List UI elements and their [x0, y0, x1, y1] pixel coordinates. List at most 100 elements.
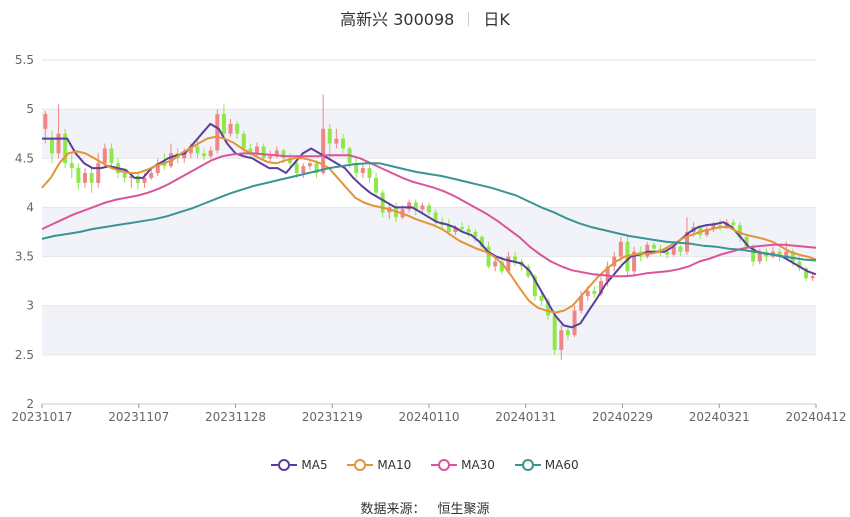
candle-body: [605, 266, 610, 282]
legend-item-ma30[interactable]: MA30: [431, 458, 495, 472]
candle-down: [248, 143, 253, 159]
candle-body: [76, 168, 81, 183]
candle-body: [433, 212, 438, 223]
candle-body: [546, 300, 551, 316]
candle-down: [804, 266, 809, 282]
candle-body: [122, 173, 127, 178]
candle-down: [49, 130, 54, 164]
candle-up: [155, 158, 160, 176]
legend: MA5 MA10 MA30 MA60: [0, 458, 850, 472]
legend-item-ma60[interactable]: MA60: [514, 458, 579, 472]
candle-up: [645, 241, 650, 259]
candle-body: [413, 202, 418, 210]
candle-body: [532, 276, 537, 296]
y-tick-label: 3.5: [15, 250, 34, 264]
candle-body: [202, 153, 207, 157]
candle-body: [182, 153, 187, 159]
candle-body: [804, 268, 809, 279]
candle-body: [162, 163, 167, 167]
y-tick-label: 5: [26, 102, 34, 116]
candle-body: [559, 330, 564, 350]
y-tick-label: 4.5: [15, 151, 34, 165]
candle-body: [704, 229, 709, 235]
series-line-ma60: [41, 162, 817, 262]
candle-body: [790, 251, 795, 262]
candle-body: [420, 205, 425, 210]
candle-up: [612, 251, 617, 272]
x-tick-label: 20240229: [592, 410, 653, 424]
candle-up: [208, 146, 213, 159]
series-line-ma30: [41, 152, 817, 278]
source-provider: 恒生聚源: [437, 502, 490, 517]
candle-body: [83, 173, 87, 183]
candle-down: [565, 325, 570, 341]
candle-down: [327, 123, 332, 159]
candle-down: [678, 244, 683, 257]
candle-body: [446, 225, 451, 232]
candle-body: [552, 315, 557, 350]
candle-down: [235, 120, 240, 139]
candle-body: [678, 246, 683, 252]
candle-body: [367, 168, 372, 178]
candle-down: [63, 128, 68, 169]
candle-body: [718, 225, 723, 228]
legend-item-ma10[interactable]: MA10: [347, 458, 411, 472]
legend-item-ma5[interactable]: MA5: [271, 458, 328, 472]
candle-up: [493, 256, 498, 272]
candle-up: [572, 305, 577, 338]
candle-body: [493, 261, 498, 267]
candle-body: [307, 163, 312, 167]
candle-body: [241, 133, 246, 149]
candle-body: [618, 241, 623, 257]
candle-down: [162, 153, 167, 171]
candle-up: [149, 168, 154, 180]
candle-down: [473, 229, 478, 242]
candle-body: [777, 251, 782, 257]
candle-up: [810, 273, 815, 282]
x-tick-label: 20240110: [398, 410, 459, 424]
legend-marker-ma30: [431, 459, 458, 471]
series-line-ma10: [41, 135, 817, 314]
candle-down: [76, 163, 81, 190]
candle-body: [49, 138, 54, 154]
candle-body: [129, 175, 134, 178]
candle-up: [215, 109, 220, 154]
candle-up: [321, 94, 326, 175]
candle-body: [374, 177, 379, 193]
candle-down: [109, 143, 114, 169]
candle-up: [307, 160, 312, 171]
candle-down: [367, 163, 372, 183]
candle-down: [202, 148, 207, 161]
candle-body: [757, 251, 762, 262]
candle-body: [288, 158, 293, 164]
candle-up: [96, 153, 101, 188]
candle-up: [255, 142, 259, 159]
candle-body: [473, 232, 478, 237]
x-tick-label: 20240321: [689, 410, 750, 424]
candle-body: [301, 166, 306, 174]
x-tick-label: 20231128: [205, 410, 266, 424]
candle-body: [539, 295, 544, 301]
candle-body: [142, 177, 147, 183]
candle-down: [314, 160, 319, 178]
candle-body: [579, 295, 584, 311]
candle-up: [228, 118, 233, 137]
candle-body: [327, 128, 332, 144]
candle-body: [149, 173, 154, 178]
candle-body: [380, 192, 385, 213]
candle-down: [592, 286, 597, 298]
candle-body: [248, 148, 253, 154]
stock-name-code: 高新兴 300098: [340, 10, 455, 29]
candle-up: [420, 202, 425, 213]
candle-down: [651, 241, 656, 252]
candle-body: [321, 128, 326, 174]
candle-up: [632, 246, 637, 277]
candle-down: [380, 189, 385, 218]
candle-body: [235, 123, 240, 134]
candle-down: [89, 166, 94, 193]
legend-label-ma60: MA60: [544, 458, 579, 472]
x-tick-label: 20240131: [495, 410, 556, 424]
candle-down: [354, 158, 359, 178]
candle-body: [486, 246, 491, 267]
